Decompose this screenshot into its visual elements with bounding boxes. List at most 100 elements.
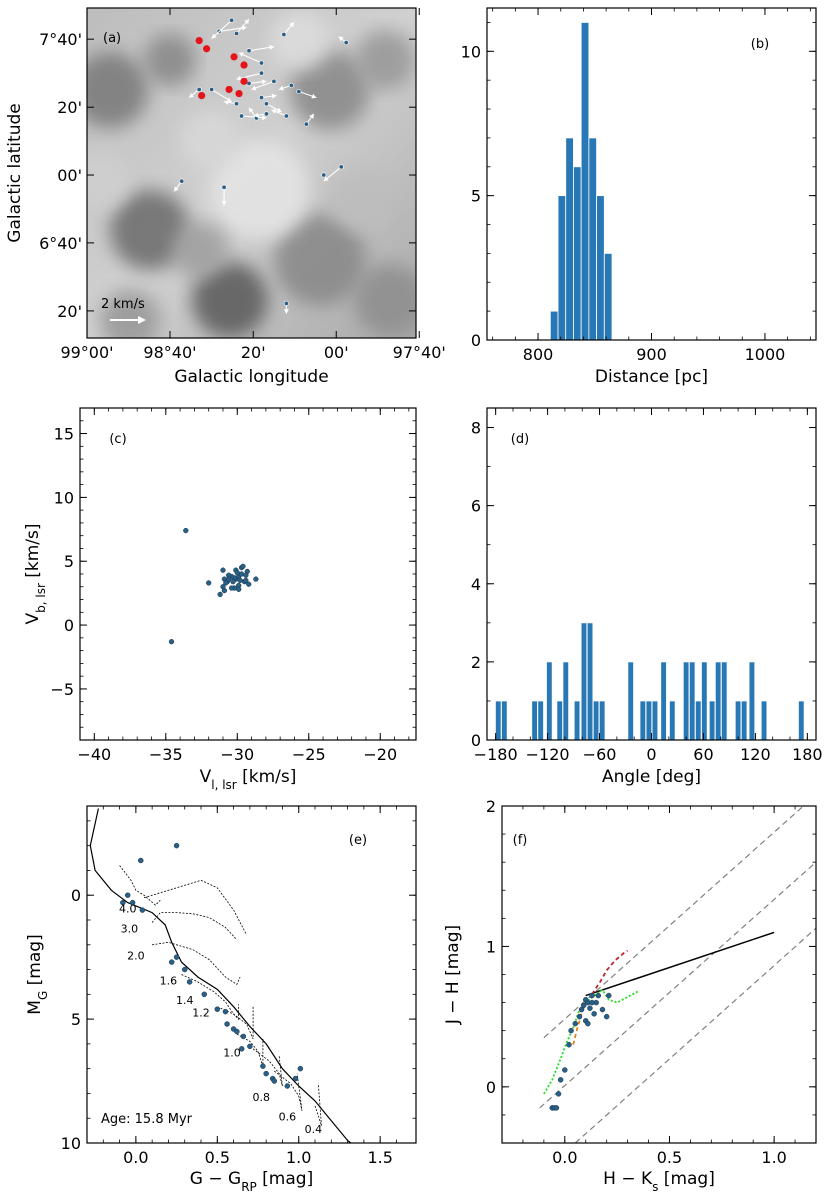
plot-frame — [86, 7, 417, 339]
cmd-point — [247, 1043, 253, 1050]
histogram-bar — [580, 622, 588, 741]
y-axis-title-unit: [km/s] — [23, 523, 43, 583]
dwarf-locus — [543, 988, 639, 1095]
x-axis-title: Vl, lsr [km/s] — [200, 767, 297, 792]
arrow-head — [211, 33, 217, 39]
histogram-bar — [580, 22, 590, 341]
y-tick-label: 0 — [471, 331, 481, 350]
reddening-line — [543, 806, 805, 1039]
x-axis-title: G − GRP [mag] — [190, 1169, 313, 1193]
x-tick-label: −25 — [292, 745, 326, 764]
arrow-head — [278, 85, 284, 91]
map-shade — [110, 190, 190, 270]
y-tick-label: 0 — [64, 616, 74, 635]
ccd-point — [589, 999, 595, 1006]
x-axis-title-unit: [mag] — [257, 1169, 313, 1189]
x-axis-title: Distance [pc] — [595, 367, 708, 387]
evolutionary-track — [119, 865, 161, 906]
y-tick-label: 1 — [486, 937, 496, 956]
arrow-head — [271, 93, 277, 99]
velocity-point — [206, 580, 212, 586]
panel-c: −40 −35 −30 −25 −20 −5 0 5 10 15 (c) Vl, lsr [km/s]… — [23, 407, 417, 792]
mass-label: 0.6 — [279, 1111, 297, 1124]
ccd-point — [576, 1013, 583, 1020]
x-tick-label: −180 — [474, 745, 518, 764]
cmd-point — [139, 907, 146, 913]
giant-locus — [591, 949, 629, 995]
mass-label: 0.4 — [305, 1123, 323, 1136]
evolutionary-track — [314, 1083, 322, 1126]
x-tick-label: −120 — [526, 745, 570, 764]
cmd-point — [271, 1078, 278, 1084]
red-source — [203, 45, 211, 53]
ccd-point — [572, 1020, 579, 1027]
arrow-head — [309, 113, 314, 119]
velocity-point — [168, 639, 175, 645]
y-axis-title: J − H [mag] — [443, 925, 463, 1025]
x-tick-label: 0.0 — [123, 1148, 148, 1167]
histogram-bar — [603, 252, 613, 341]
evolutionary-track — [252, 1048, 283, 1087]
evolutionary-track — [151, 912, 238, 941]
histogram-bar — [694, 700, 702, 741]
velocity-point — [243, 577, 249, 584]
map-shade — [270, 10, 330, 70]
y-axis-title: Vb, lsr [km/s] — [23, 523, 48, 624]
red-source — [225, 85, 233, 94]
y-axis-title-sub: b, lsr — [34, 583, 48, 613]
map-shade — [274, 214, 366, 306]
map-shade — [172, 222, 228, 278]
plot-frame — [501, 805, 817, 1144]
cmd-point — [181, 966, 188, 973]
x-tick-label: 180 — [792, 745, 823, 764]
y-tick-label: 0 — [471, 731, 481, 750]
y-tick-label: 10 — [54, 488, 74, 507]
y-tick-label: 20' — [57, 98, 82, 117]
y-axis-title: Galactic latitude — [5, 103, 25, 242]
star-point — [283, 113, 289, 119]
star-point — [338, 164, 344, 170]
histogram-bar — [556, 700, 563, 741]
arrow-head — [269, 44, 274, 50]
y-tick-label: 10 — [461, 42, 481, 61]
map-shade — [210, 140, 310, 240]
histogram-bar — [537, 700, 544, 741]
histogram-bar — [760, 700, 768, 741]
mass-label: 1.4 — [176, 994, 194, 1007]
star-point — [303, 121, 309, 127]
cmd-point — [263, 1070, 269, 1077]
map-shade — [192, 262, 268, 338]
histogram-bar — [708, 700, 716, 741]
cmd-point — [201, 991, 208, 998]
ccd-point — [562, 1067, 568, 1073]
evolutionary-track — [143, 879, 247, 936]
reddening-line — [539, 861, 816, 1109]
x-tick-label: 99°00' — [60, 343, 113, 362]
x-tick-label: 1.0 — [761, 1148, 786, 1167]
histogram-bar — [596, 195, 605, 341]
x-tick-label: 0.0 — [552, 1148, 577, 1167]
panel-label-f: (f) — [513, 833, 528, 848]
map-shade — [87, 52, 148, 128]
cmd-point — [120, 899, 126, 906]
map-shade — [290, 50, 370, 130]
cmd-point — [297, 1065, 304, 1072]
x-tick-label: 1.0 — [286, 1148, 311, 1167]
arrow-head — [276, 107, 282, 113]
star-point — [221, 184, 227, 190]
evolutionary-track — [236, 1033, 264, 1067]
mass-label: 1.2 — [192, 1007, 210, 1020]
plot-frame — [86, 805, 417, 1144]
arrow-head — [224, 99, 229, 105]
histogram-bar — [573, 166, 582, 341]
y-tick-label: 6°40' — [39, 234, 82, 253]
panel-f: 0.0 0.5 1.0 0 1 2 (f) H − Ks [mag] J − H [mag] — [443, 797, 817, 1193]
y-axis-title: MG [mag] — [25, 934, 50, 1014]
x-tick-label: 0.5 — [657, 1148, 682, 1167]
velocity-point — [220, 567, 226, 573]
velocity-point — [221, 587, 228, 594]
ccd-point — [585, 1020, 591, 1027]
histogram-bar — [549, 310, 559, 341]
histogram-bar — [501, 700, 508, 741]
cmd-point — [222, 1008, 229, 1015]
